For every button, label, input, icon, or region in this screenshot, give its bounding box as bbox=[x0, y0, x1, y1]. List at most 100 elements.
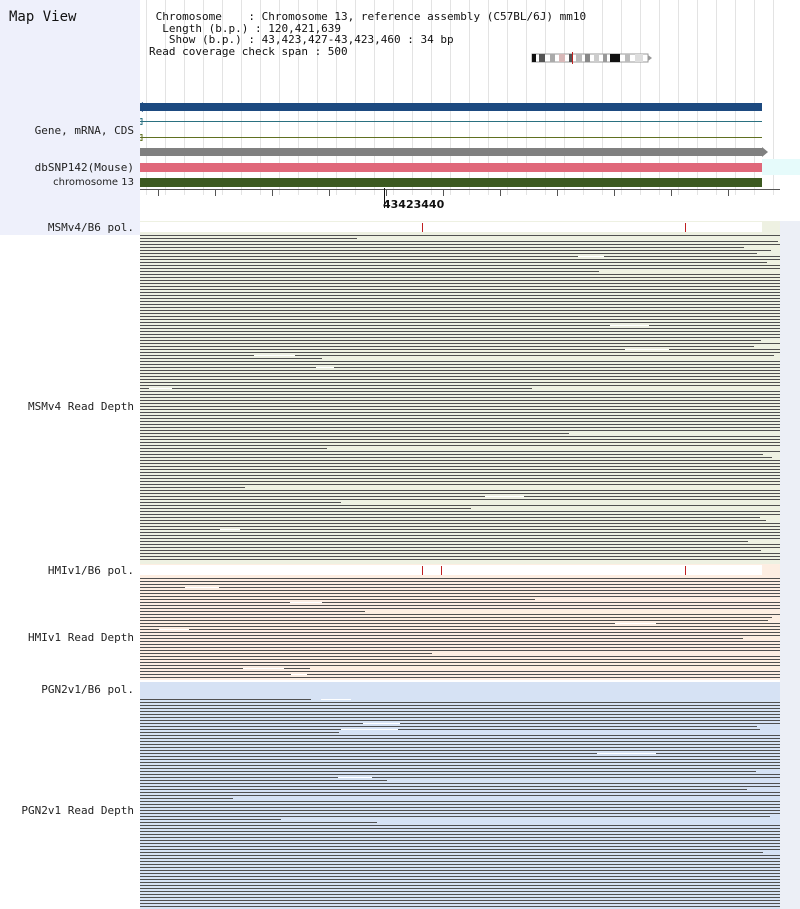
pgn-read bbox=[140, 753, 800, 754]
msm-read bbox=[140, 532, 800, 533]
msm-read bbox=[140, 517, 760, 518]
msm-read bbox=[140, 301, 800, 302]
msm-depth-label: MSMv4 Read Depth bbox=[28, 400, 134, 413]
msm-read bbox=[140, 361, 800, 362]
ruler-tick bbox=[272, 190, 273, 196]
hmi-snp-marker[interactable] bbox=[422, 566, 423, 575]
pgn-read bbox=[140, 792, 800, 793]
track-label-panel: Gene, mRNA, CDS dbSNP142(Mouse) chromoso… bbox=[0, 0, 140, 909]
hmi-read bbox=[140, 626, 800, 627]
pgn-read bbox=[140, 762, 800, 763]
hmi-read bbox=[140, 650, 800, 651]
genome-browser-canvas[interactable]: 43423440 bbox=[140, 0, 800, 909]
pgn-read bbox=[140, 897, 800, 898]
pgn-pol-label: PGN2v1/B6 pol. bbox=[41, 683, 134, 696]
msm-snp-marker[interactable] bbox=[422, 223, 423, 232]
pgn-read bbox=[140, 831, 800, 832]
pgn-read bbox=[140, 807, 800, 808]
msm-read bbox=[140, 358, 322, 359]
hmi-read bbox=[140, 605, 800, 606]
msm-read bbox=[140, 244, 800, 245]
msm-read bbox=[140, 388, 532, 389]
pgn-read bbox=[140, 801, 800, 802]
pgn-read bbox=[140, 888, 800, 889]
hmi-read bbox=[140, 596, 800, 597]
msm-read-gap bbox=[220, 529, 240, 530]
msm-read bbox=[140, 427, 800, 428]
ruler-tick bbox=[386, 190, 387, 196]
chromosome-bar[interactable] bbox=[140, 178, 762, 187]
grid-line bbox=[298, 0, 299, 195]
msm-read bbox=[140, 415, 800, 416]
msm-read bbox=[140, 316, 800, 317]
pgn-read-gap bbox=[363, 723, 400, 724]
grid-line bbox=[507, 0, 508, 195]
pgn-read bbox=[140, 846, 800, 847]
pgn-read bbox=[140, 720, 800, 721]
hmi-read bbox=[140, 602, 789, 603]
grid-line bbox=[564, 0, 565, 195]
pgn-pol-bar[interactable] bbox=[140, 682, 780, 697]
msm-read bbox=[140, 451, 800, 452]
pgn-read bbox=[140, 906, 800, 907]
msm-read bbox=[140, 421, 800, 422]
msm-read bbox=[140, 262, 767, 263]
pgn-read bbox=[140, 786, 800, 787]
hmi-snp-marker[interactable] bbox=[441, 566, 442, 575]
msm-read bbox=[140, 493, 800, 494]
pgn-read bbox=[140, 795, 800, 796]
pgn-read bbox=[140, 789, 747, 790]
hmi-read bbox=[140, 593, 800, 594]
pgn-read bbox=[140, 855, 800, 856]
grid-line bbox=[583, 0, 584, 195]
hmi-read bbox=[140, 611, 365, 612]
grid-line bbox=[222, 0, 223, 195]
msm-read-gap bbox=[316, 367, 334, 368]
hmi-read-gap bbox=[615, 623, 656, 624]
hmi-read bbox=[140, 578, 800, 579]
msm-read bbox=[140, 466, 800, 467]
chromosome-ideogram-icon[interactable] bbox=[529, 52, 653, 64]
hmi-snp-marker[interactable] bbox=[685, 566, 686, 575]
msm-read bbox=[140, 454, 763, 455]
grid-line bbox=[773, 0, 774, 195]
msm-read bbox=[140, 313, 780, 314]
msm-pol-label: MSMv4/B6 pol. bbox=[47, 221, 134, 234]
dbsnp-bar[interactable] bbox=[140, 163, 762, 172]
ruler-tick bbox=[557, 190, 558, 196]
hmi-read bbox=[140, 587, 800, 588]
msm-read bbox=[140, 442, 800, 443]
grid-line bbox=[146, 0, 147, 195]
gray-feature-bar[interactable] bbox=[140, 148, 762, 156]
msm-read bbox=[140, 418, 800, 419]
hmi-read bbox=[140, 632, 800, 633]
pgn-depth-label: PGN2v1 Read Depth bbox=[21, 804, 134, 817]
msm-read bbox=[140, 556, 800, 557]
hmi-read bbox=[140, 665, 800, 666]
gene-bar[interactable] bbox=[140, 103, 762, 111]
ruler-tick bbox=[158, 190, 159, 196]
msm-read-gap bbox=[610, 325, 649, 326]
mrna-line[interactable] bbox=[140, 121, 762, 122]
cds-line[interactable] bbox=[140, 137, 762, 138]
pgn-read bbox=[140, 834, 800, 835]
ruler-tick bbox=[671, 190, 672, 196]
msm-read bbox=[140, 409, 800, 410]
hmi-read-gap bbox=[159, 629, 189, 630]
hmi-pol-bar[interactable] bbox=[140, 565, 762, 575]
msm-read bbox=[140, 457, 772, 458]
pgn-read bbox=[140, 843, 800, 844]
ruler-axis bbox=[140, 189, 780, 190]
grid-line bbox=[545, 0, 546, 195]
msm-read bbox=[140, 265, 800, 266]
hmi-depth-label: HMIv1 Read Depth bbox=[28, 631, 134, 644]
msm-read bbox=[140, 508, 471, 509]
msm-pol-bar[interactable] bbox=[140, 222, 762, 232]
msm-read bbox=[140, 253, 757, 254]
hmi-read bbox=[140, 581, 800, 582]
grid-line bbox=[393, 0, 394, 195]
msm-read bbox=[140, 235, 800, 236]
msm-snp-marker[interactable] bbox=[685, 223, 686, 232]
grid-line bbox=[678, 0, 679, 195]
chromosome-track-label: chromosome 13 bbox=[53, 177, 134, 188]
